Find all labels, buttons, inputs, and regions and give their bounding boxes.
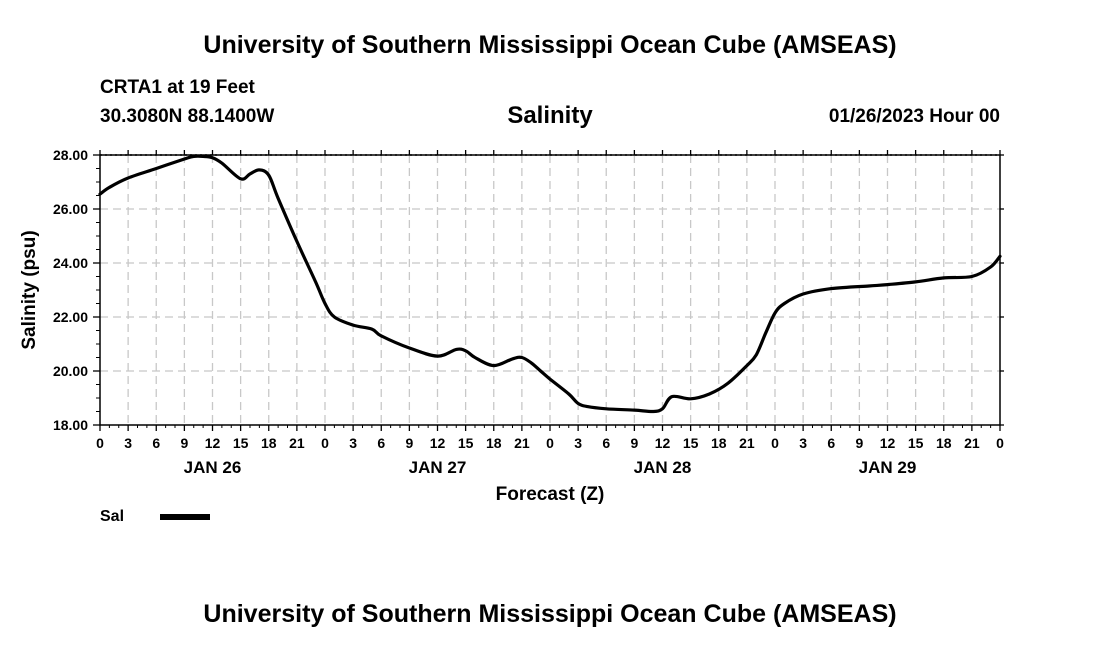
grid bbox=[100, 155, 1000, 425]
x-axis-label: Forecast (Z) bbox=[496, 484, 605, 505]
x-tick-label: 12 bbox=[880, 435, 896, 451]
x-tick-label: 21 bbox=[514, 435, 530, 451]
x-tick-label: 15 bbox=[908, 435, 924, 451]
legend-label: Sal bbox=[100, 508, 125, 525]
coordinates-label: 30.3080N 88.1400W bbox=[100, 106, 275, 127]
station-label: CRTA1 at 19 Feet bbox=[100, 77, 255, 98]
x-tick-label: 6 bbox=[152, 435, 160, 451]
x-tick-label: 9 bbox=[855, 435, 863, 451]
x-tick-label: 6 bbox=[602, 435, 610, 451]
day-label: JAN 26 bbox=[184, 458, 242, 477]
day-label: JAN 28 bbox=[634, 458, 692, 477]
x-tick-label: 3 bbox=[799, 435, 807, 451]
x-tick-label: 0 bbox=[321, 435, 329, 451]
x-tick-label: 0 bbox=[96, 435, 104, 451]
x-tick-label: 9 bbox=[630, 435, 638, 451]
x-tick-label: 0 bbox=[771, 435, 779, 451]
legend-swatch bbox=[160, 514, 210, 520]
y-tick-label: 28.00 bbox=[53, 147, 88, 163]
axis-tick-labels: 0 3 6 9 12 15 18 21 0 3 6 9 12 15 18 21 0 3 6 9 12 15 18 21 0 3 6 9… bbox=[53, 147, 1004, 477]
x-tick-label: 15 bbox=[458, 435, 474, 451]
x-tick-label: 18 bbox=[261, 435, 277, 451]
y-tick-label: 18.00 bbox=[53, 417, 88, 433]
x-tick-label: 12 bbox=[430, 435, 446, 451]
x-tick-label: 21 bbox=[289, 435, 305, 451]
y-tick-label: 24.00 bbox=[53, 255, 88, 271]
x-tick-label: 3 bbox=[574, 435, 582, 451]
x-tick-label: 15 bbox=[233, 435, 249, 451]
y-tick-label: 26.00 bbox=[53, 201, 88, 217]
chart-title: Salinity bbox=[507, 102, 593, 129]
y-tick-label: 20.00 bbox=[53, 363, 88, 379]
x-tick-label: 3 bbox=[124, 435, 132, 451]
x-tick-label: 18 bbox=[486, 435, 502, 451]
day-label: JAN 29 bbox=[859, 458, 917, 477]
x-tick-label: 9 bbox=[405, 435, 413, 451]
forecast-date-label: 01/26/2023 Hour 00 bbox=[828, 106, 1000, 127]
x-tick-label: 12 bbox=[205, 435, 221, 451]
x-tick-label: 0 bbox=[996, 435, 1004, 451]
x-tick-label: 6 bbox=[827, 435, 835, 451]
y-axis-label: Salinity (psu) bbox=[19, 230, 40, 349]
x-tick-label: 18 bbox=[936, 435, 952, 451]
x-tick-label: 6 bbox=[377, 435, 385, 451]
day-label: JAN 27 bbox=[409, 458, 467, 477]
x-tick-label: 12 bbox=[655, 435, 671, 451]
salinity-series-line bbox=[98, 154, 1002, 414]
x-tick-label: 18 bbox=[711, 435, 727, 451]
x-tick-label: 9 bbox=[180, 435, 188, 451]
axis-ticks bbox=[93, 150, 1004, 431]
x-tick-label: 0 bbox=[546, 435, 554, 451]
page-title: University of Southern Mississippi Ocean… bbox=[203, 31, 897, 59]
footer-title: University of Southern Mississippi Ocean… bbox=[203, 600, 897, 628]
x-tick-label: 15 bbox=[683, 435, 699, 451]
x-tick-label: 3 bbox=[349, 435, 357, 451]
y-tick-label: 22.00 bbox=[53, 309, 88, 325]
legend: Sal bbox=[100, 508, 210, 526]
x-tick-label: 21 bbox=[964, 435, 980, 451]
x-tick-label: 21 bbox=[739, 435, 755, 451]
